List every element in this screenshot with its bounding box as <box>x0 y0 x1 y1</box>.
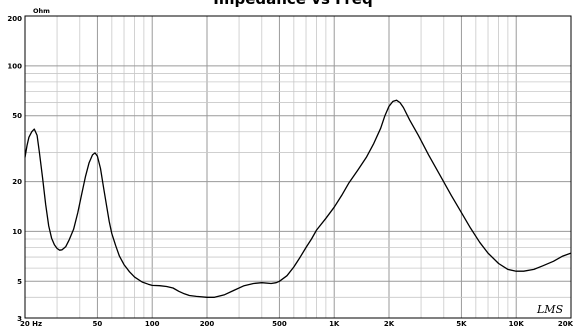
y-tick-label: 100 <box>7 62 22 70</box>
y-unit-label: Ohm <box>33 7 50 15</box>
x-tick-label: 2K <box>384 320 395 328</box>
lms-watermark: LMS <box>536 303 564 316</box>
x-tick-label: 20 Hz <box>20 320 42 328</box>
x-tick-label: 5K <box>456 320 467 328</box>
chart-title: Impedance vs Freq <box>213 0 372 8</box>
impedance-curve <box>24 99 572 298</box>
x-tick-label: 10K <box>509 320 525 328</box>
y-tick-label: 5 <box>17 278 22 286</box>
y-tick-label: 200 <box>7 15 22 23</box>
x-tick-label: 200 <box>200 320 215 328</box>
y-tick-label: 20 <box>12 178 22 186</box>
x-tick-label: 20K <box>558 320 573 328</box>
y-axis-tick-labels: 200 100 50 20 10 5 3 <box>7 15 22 323</box>
x-tick-label: 500 <box>272 320 287 328</box>
plot-frame <box>24 15 572 319</box>
series-layer <box>24 99 572 298</box>
x-axis-tick-labels: 20 Hz 50 100 200 500 1K 2K 5K 10K 20K <box>20 320 573 328</box>
x-tick-label: 1K <box>329 320 340 328</box>
x-tick-label: 50 <box>93 320 103 328</box>
y-tick-label: 10 <box>12 228 22 236</box>
plot-grid <box>25 16 571 318</box>
y-tick-label: 3 <box>17 315 22 323</box>
x-tick-label: 100 <box>145 320 160 328</box>
y-tick-label: 50 <box>12 112 22 120</box>
